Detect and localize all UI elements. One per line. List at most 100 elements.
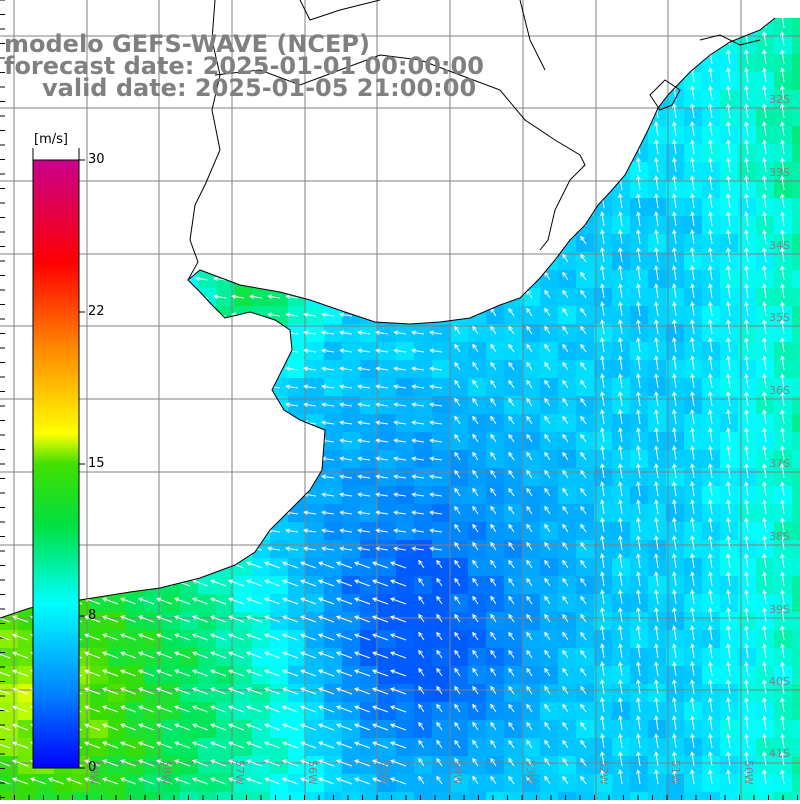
field-cell <box>252 324 271 343</box>
wind-arrow <box>544 199 551 209</box>
wind-arrow <box>600 67 605 83</box>
field-cell <box>396 414 415 433</box>
wind-arrow <box>490 685 497 695</box>
lagoon-outline <box>649 79 681 111</box>
wind-arrow <box>213 420 227 426</box>
wind-arrow <box>600 535 605 551</box>
wind-arrow <box>526 559 533 569</box>
field-cell <box>360 288 379 307</box>
field-cell <box>558 198 577 217</box>
field-cell <box>756 144 775 163</box>
wind-arrow <box>227 669 245 677</box>
field-cell <box>648 36 667 55</box>
wind-arrow <box>339 402 353 408</box>
wind-arrow <box>353 705 371 713</box>
wind-arrow <box>508 451 515 461</box>
wind-arrow <box>562 559 569 569</box>
wind-arrow <box>654 463 659 479</box>
field-cell <box>702 432 721 451</box>
field-cell <box>738 54 757 73</box>
wind-arrow <box>454 127 461 137</box>
wind-arrow <box>411 456 425 462</box>
wind-arrow <box>15 168 29 174</box>
wind-arrow <box>744 193 749 209</box>
wind-arrow <box>562 217 569 227</box>
field-cell <box>756 630 775 649</box>
wind-arrow <box>618 643 623 659</box>
wind-arrow <box>472 631 479 641</box>
wind-arrow <box>562 433 569 443</box>
wind-arrow <box>105 294 119 300</box>
wind-arrow <box>418 757 425 767</box>
wind-arrow <box>371 615 389 623</box>
wind-arrow <box>436 559 443 569</box>
wind-arrow <box>285 546 299 552</box>
wind-arrow <box>600 355 605 371</box>
wind-arrow <box>672 211 677 227</box>
wind-arrow <box>544 55 551 65</box>
wind-arrow <box>119 597 137 605</box>
field-cell <box>594 432 613 451</box>
wind-arrow <box>708 535 713 551</box>
field-cell <box>666 270 685 289</box>
field-cell <box>720 198 739 217</box>
wind-arrow <box>672 103 677 119</box>
wind-arrow <box>209 741 227 749</box>
wind-arrow <box>508 577 515 587</box>
wind-arrow <box>562 703 569 713</box>
wind-arrow <box>267 258 281 264</box>
wind-arrow <box>353 759 371 767</box>
wind-arrow <box>137 615 155 623</box>
wind-arrow <box>418 595 425 605</box>
wind-arrow <box>580 307 587 317</box>
field-cell <box>684 378 703 397</box>
field-cell <box>702 270 721 289</box>
wind-arrow <box>353 651 371 659</box>
wind-arrow <box>335 705 353 713</box>
field-cell <box>360 342 379 361</box>
field-cell <box>144 468 163 487</box>
field-cell <box>0 342 19 361</box>
field-cell <box>378 108 397 127</box>
wind-arrow <box>267 240 281 246</box>
wind-arrow <box>762 535 767 551</box>
wind-arrow <box>429 258 443 264</box>
wind-arrow <box>371 597 389 605</box>
wind-arrow <box>119 615 137 623</box>
field-cell <box>774 648 793 667</box>
wind-arrow <box>726 121 731 137</box>
wind-arrow <box>321 222 335 228</box>
field-cell <box>270 126 289 145</box>
wind-arrow <box>195 312 209 318</box>
wind-arrow <box>690 157 695 173</box>
wind-arrow <box>51 24 65 30</box>
field-cell <box>594 414 613 433</box>
field-cell <box>468 792 487 800</box>
wind-arrow <box>744 427 749 443</box>
field-cell <box>324 396 343 415</box>
field-cell <box>432 108 451 127</box>
wind-arrow <box>375 24 389 30</box>
wind-arrow <box>490 559 497 569</box>
wind-arrow <box>213 348 227 354</box>
field-cell <box>288 432 307 451</box>
field-cell <box>234 468 253 487</box>
wind-arrow <box>726 697 731 713</box>
field-cell <box>630 288 649 307</box>
wind-arrow <box>119 723 137 731</box>
field-cell <box>684 648 703 667</box>
field-cell <box>378 144 397 163</box>
wind-arrow <box>562 775 569 785</box>
wind-arrow <box>285 150 299 156</box>
wind-arrow <box>618 409 623 425</box>
wind-arrow <box>281 705 299 713</box>
field-cell <box>684 630 703 649</box>
wind-arrow <box>636 607 641 623</box>
field-cell <box>180 486 199 505</box>
wind-arrow <box>762 643 767 659</box>
wind-arrow <box>393 330 407 336</box>
wind-arrow <box>726 517 731 533</box>
field-cell <box>738 126 757 145</box>
wind-arrow <box>429 240 443 246</box>
wind-arrow <box>600 139 605 155</box>
